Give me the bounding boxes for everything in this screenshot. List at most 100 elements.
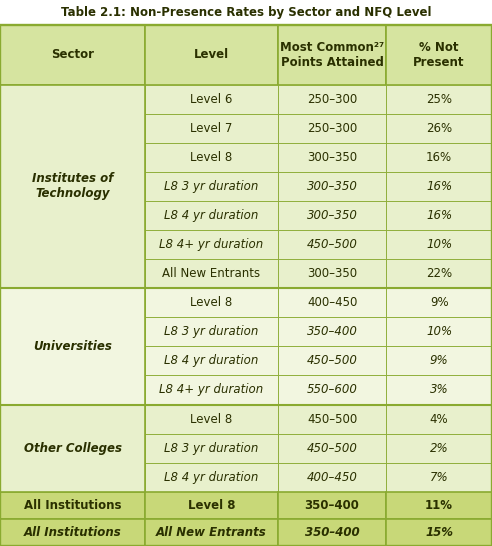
Text: All New Entrants: All New Entrants xyxy=(162,267,261,280)
Text: All New Entrants: All New Entrants xyxy=(156,526,267,539)
Bar xyxy=(386,172,492,201)
Bar xyxy=(386,85,492,114)
Bar xyxy=(145,259,278,288)
Bar xyxy=(145,288,278,317)
Bar xyxy=(386,317,492,346)
Bar xyxy=(0,405,145,434)
Bar xyxy=(386,519,492,546)
Bar xyxy=(0,462,145,492)
Text: Most Common²⁷
Points Attained: Most Common²⁷ Points Attained xyxy=(280,40,384,69)
Text: Level 6: Level 6 xyxy=(190,93,233,105)
Text: 10%: 10% xyxy=(426,238,452,251)
Text: 450–500: 450–500 xyxy=(307,354,358,367)
Bar xyxy=(278,288,386,317)
Text: 450–500: 450–500 xyxy=(307,238,358,251)
Text: 300–350: 300–350 xyxy=(307,151,357,164)
Bar xyxy=(0,259,145,288)
Text: 9%: 9% xyxy=(430,296,448,309)
Bar xyxy=(386,376,492,405)
Bar xyxy=(278,405,386,434)
Text: 7%: 7% xyxy=(430,471,448,484)
Text: 25%: 25% xyxy=(426,93,452,105)
Text: Universities: Universities xyxy=(33,340,112,353)
Bar xyxy=(0,288,145,405)
Bar xyxy=(0,376,145,405)
Text: Level 8: Level 8 xyxy=(190,296,233,309)
Text: 400–450: 400–450 xyxy=(307,471,358,484)
Bar xyxy=(386,259,492,288)
Bar xyxy=(145,317,278,346)
Text: 26%: 26% xyxy=(426,122,452,135)
Bar xyxy=(0,288,145,317)
Text: 22%: 22% xyxy=(426,267,452,280)
Bar xyxy=(0,405,145,492)
Bar xyxy=(145,85,278,114)
Bar xyxy=(386,288,492,317)
Bar xyxy=(386,434,492,462)
Bar xyxy=(145,172,278,201)
Text: 4%: 4% xyxy=(430,413,448,425)
Bar xyxy=(278,462,386,492)
Bar xyxy=(145,346,278,376)
Text: 350–400: 350–400 xyxy=(305,526,360,539)
Bar xyxy=(0,114,145,143)
Bar xyxy=(278,172,386,201)
Text: 15%: 15% xyxy=(425,526,453,539)
Bar xyxy=(0,172,145,201)
Bar xyxy=(0,492,145,519)
Bar xyxy=(0,519,145,546)
Text: Level: Level xyxy=(194,48,229,61)
Bar xyxy=(386,25,492,85)
Text: Institutes of
Technology: Institutes of Technology xyxy=(32,173,113,200)
Bar xyxy=(145,492,278,519)
Bar xyxy=(278,376,386,405)
Text: 300–350: 300–350 xyxy=(307,209,358,222)
Bar xyxy=(386,462,492,492)
Text: 11%: 11% xyxy=(425,499,453,512)
Bar xyxy=(278,259,386,288)
Text: 10%: 10% xyxy=(426,325,452,339)
Text: 450–500: 450–500 xyxy=(307,413,357,425)
Text: 400–450: 400–450 xyxy=(307,296,357,309)
Text: 16%: 16% xyxy=(426,209,452,222)
Bar xyxy=(278,143,386,172)
Text: L8 4+ yr duration: L8 4+ yr duration xyxy=(159,238,264,251)
Text: All Institutions: All Institutions xyxy=(24,526,122,539)
Text: L8 4+ yr duration: L8 4+ yr duration xyxy=(159,383,264,396)
Text: Level 8: Level 8 xyxy=(188,499,235,512)
Bar xyxy=(386,346,492,376)
Bar xyxy=(0,25,145,85)
Bar xyxy=(278,317,386,346)
Bar xyxy=(0,346,145,376)
Bar xyxy=(386,405,492,434)
Text: L8 4 yr duration: L8 4 yr duration xyxy=(164,471,259,484)
Bar xyxy=(386,201,492,230)
Text: L8 4 yr duration: L8 4 yr duration xyxy=(164,354,259,367)
Text: Level 8: Level 8 xyxy=(190,413,233,425)
Bar xyxy=(145,25,278,85)
Bar xyxy=(145,376,278,405)
Text: 550–600: 550–600 xyxy=(307,383,358,396)
Bar xyxy=(145,462,278,492)
Text: 9%: 9% xyxy=(430,354,448,367)
Bar xyxy=(0,143,145,172)
Bar xyxy=(145,230,278,259)
Text: 250–300: 250–300 xyxy=(307,93,357,105)
Text: Sector: Sector xyxy=(51,48,94,61)
Bar xyxy=(386,492,492,519)
Bar xyxy=(0,434,145,462)
Text: 16%: 16% xyxy=(426,180,452,193)
Text: L8 4 yr duration: L8 4 yr duration xyxy=(164,209,259,222)
Bar xyxy=(0,85,145,288)
Bar xyxy=(145,434,278,462)
Bar xyxy=(0,201,145,230)
Text: 16%: 16% xyxy=(426,151,452,164)
Text: 250–300: 250–300 xyxy=(307,122,357,135)
Bar xyxy=(278,434,386,462)
Bar xyxy=(278,85,386,114)
Text: Table 2.1: Non-Presence Rates by Sector and NFQ Level: Table 2.1: Non-Presence Rates by Sector … xyxy=(61,6,431,19)
Text: Other Colleges: Other Colleges xyxy=(24,442,122,455)
Text: L8 3 yr duration: L8 3 yr duration xyxy=(164,442,259,455)
Bar xyxy=(145,114,278,143)
Bar xyxy=(0,317,145,346)
